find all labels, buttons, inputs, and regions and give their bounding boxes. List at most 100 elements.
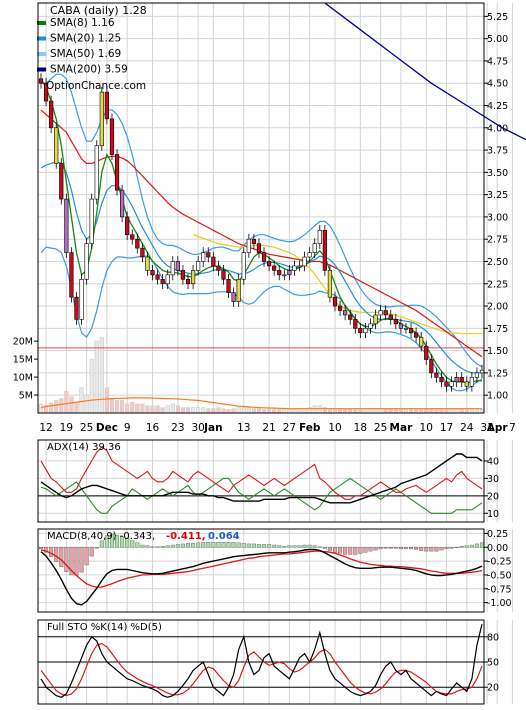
macd-hist-bar-69 — [388, 547, 393, 549]
macd-hist-bar-84 — [464, 545, 469, 548]
volume-bar-66 — [373, 409, 378, 414]
candle-body-53 — [307, 252, 312, 258]
candle-body-32 — [201, 252, 206, 262]
macd-hist-bar-28 — [180, 543, 185, 548]
candle-body-35 — [216, 265, 221, 271]
macd-hist-bar-25 — [165, 545, 170, 548]
macd-hist-bar-54 — [312, 545, 317, 548]
macd-hist-bar-33 — [206, 542, 211, 548]
volume-bar-72 — [403, 409, 409, 414]
volume-bar-69 — [388, 409, 393, 414]
macd-hist-bar-18 — [130, 540, 135, 548]
macd-histogram — [39, 533, 485, 576]
macd-hist-bar-19 — [135, 542, 140, 548]
adx-ytick-label-1: 30 — [487, 474, 499, 485]
adx-ytick-label-2: 20 — [487, 491, 499, 502]
candle-body-75 — [419, 336, 424, 347]
candle-body-30 — [190, 270, 196, 285]
macd-hist-bar-15 — [115, 534, 120, 548]
candle-body-86 — [474, 372, 480, 378]
candle-body-1 — [43, 82, 49, 102]
volume-bar-60 — [343, 409, 348, 414]
sma200-line — [324, 2, 526, 141]
macd-hist-bar-49 — [287, 545, 292, 548]
volume-bar-62 — [353, 409, 358, 414]
macd-hist-bar-63 — [358, 547, 363, 554]
candle-body-59 — [337, 305, 343, 311]
candle-body-8 — [79, 279, 84, 320]
candle-body-72 — [403, 328, 409, 330]
candle-body-55 — [317, 229, 322, 244]
macd-hist-bar-62 — [353, 547, 358, 555]
x-axis-label-11: 27 — [283, 422, 296, 434]
macd-hist-bar-73 — [409, 547, 414, 550]
volume-bar-50 — [292, 409, 297, 414]
macd-hist-bar-0 — [39, 547, 44, 550]
legend-swatch-0 — [37, 21, 46, 25]
candle-body-38 — [231, 292, 236, 302]
x-axis-label-17: 10 — [420, 422, 433, 434]
macd-hist-bar-12 — [99, 540, 104, 548]
volume-bar-6 — [69, 396, 74, 414]
candle-body-19 — [135, 238, 140, 249]
sma50-line — [192, 234, 482, 335]
candle-body-43 — [256, 243, 262, 253]
candle-body-5 — [64, 198, 69, 253]
candle-body-9 — [84, 243, 89, 280]
macd-ytick-label-3: -0.50 — [487, 570, 512, 581]
candle-body-81 — [449, 381, 454, 387]
volume-bar-0 — [38, 403, 44, 414]
volume-bar-8 — [79, 387, 84, 414]
candle-body-63 — [358, 328, 363, 334]
price-ytick-label-16: 1.25 — [487, 368, 508, 379]
macd-hist-bar-10 — [89, 547, 94, 557]
volume-bar-85 — [469, 409, 474, 414]
volume-bar-57 — [327, 408, 332, 414]
candle-body-3 — [54, 127, 59, 164]
volume-bar-16 — [120, 400, 125, 414]
price-ytick-label-4: 4.25 — [487, 101, 508, 112]
volume-bar-17 — [125, 403, 130, 414]
legend-swatch-1 — [37, 36, 46, 41]
volume-bar-71 — [398, 409, 403, 414]
volume-bar-37 — [226, 409, 231, 414]
volume-ytick-label-2: 10M — [13, 373, 33, 384]
volume-bar-76 — [424, 409, 429, 414]
volume-bar-70 — [393, 409, 398, 414]
candle-body-42 — [251, 238, 256, 244]
macd-hist-bar-56 — [322, 547, 327, 549]
candle-body-41 — [246, 238, 251, 253]
stochastic-ytick-label-1: 50 — [487, 658, 499, 669]
macd-hist-bar-44 — [262, 544, 267, 548]
candle-body-73 — [408, 328, 414, 334]
macd-hist-bar-16 — [120, 536, 125, 548]
candle-body-27 — [175, 261, 180, 271]
x-axis-label-20: 31 — [480, 422, 493, 434]
volume-bar-28 — [180, 407, 185, 414]
macd-hist-bar-36 — [221, 542, 226, 548]
sma8-line — [40, 78, 482, 384]
candle-body-10 — [89, 198, 94, 244]
x-axis-label-21: Apr — [487, 422, 509, 434]
macd-hist-bar-5 — [64, 547, 69, 572]
candle-body-76 — [424, 345, 429, 360]
macd-hist-bar-30 — [191, 543, 196, 548]
macd-hist-bar-77 — [429, 547, 434, 552]
candle-body-29 — [185, 279, 191, 285]
candle-body-47 — [277, 270, 282, 276]
macd-ytick-label-0: 0.25 — [487, 529, 508, 540]
candle-body-60 — [343, 310, 348, 316]
macd-hist-bar-43 — [256, 544, 261, 548]
macd-frame — [37, 528, 485, 613]
candle-body-21 — [145, 256, 150, 271]
volume-bars — [38, 337, 485, 414]
volume-bar-78 — [434, 408, 439, 414]
x-axis-label-18: 17 — [440, 422, 453, 434]
macd-hist-bar-83 — [459, 545, 464, 548]
x-axis-label-14: 18 — [354, 422, 367, 434]
macd-hist-bar-6 — [69, 547, 74, 576]
x-axis-label-19: 24 — [460, 422, 474, 434]
candle-body-46 — [272, 265, 277, 271]
volume-bar-75 — [419, 409, 424, 414]
